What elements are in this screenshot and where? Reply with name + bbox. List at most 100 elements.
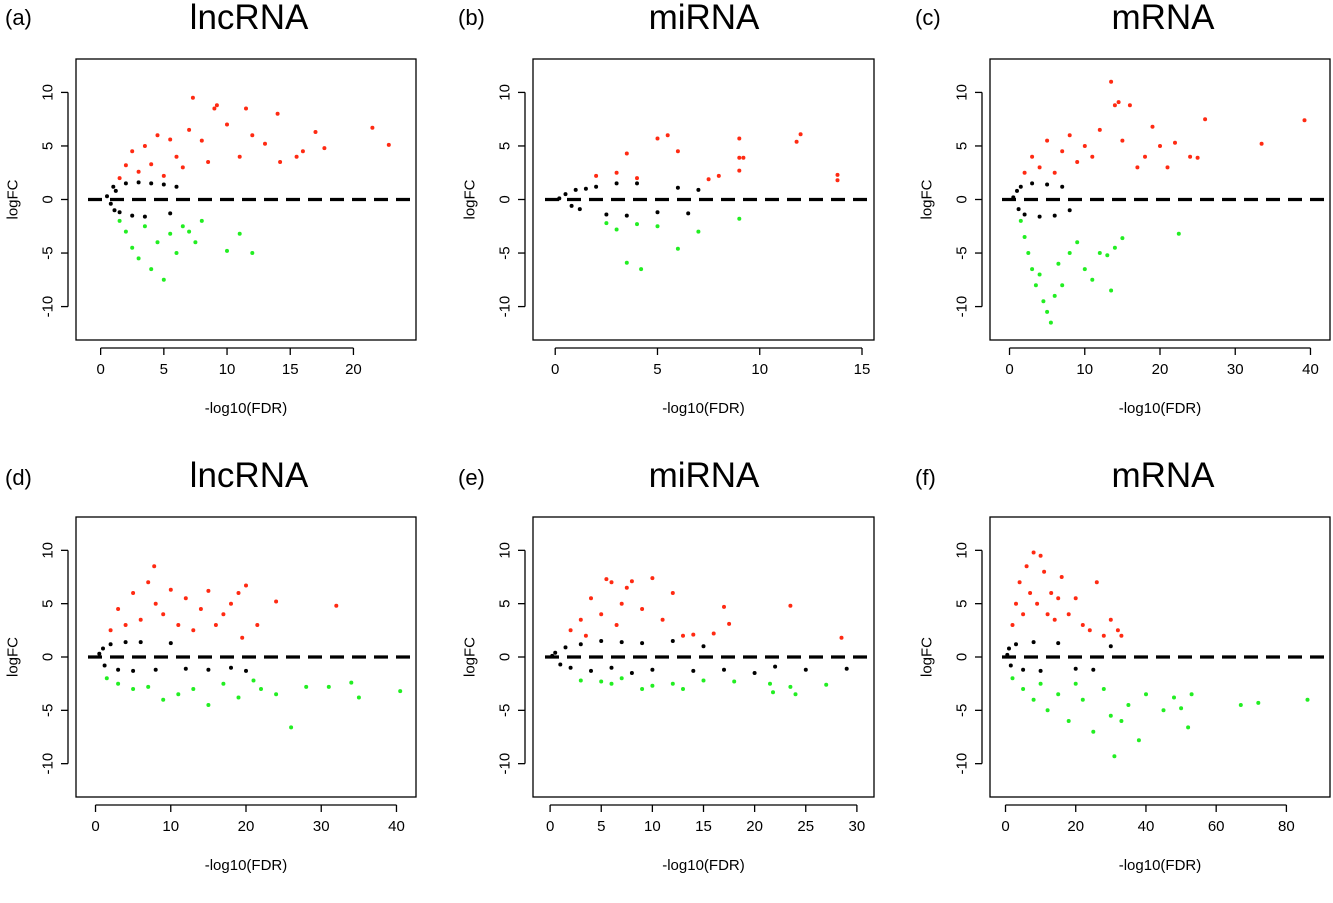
data-point-ns	[1008, 663, 1013, 668]
x-tick-label: 20	[345, 361, 362, 378]
data-point-up	[737, 136, 742, 141]
data-point-down	[1112, 754, 1117, 759]
y-tick-label: -5	[954, 704, 971, 717]
data-point-ns	[112, 208, 117, 213]
data-point-down	[599, 679, 604, 684]
y-axis-label: logFC	[462, 637, 479, 677]
data-point-up	[741, 155, 746, 160]
y-tick-label: 5	[954, 599, 971, 607]
data-point-down	[259, 687, 263, 691]
data-point-up	[1094, 580, 1099, 585]
data-point-down	[1052, 293, 1057, 298]
data-point-ns	[101, 646, 105, 651]
data-point-up	[1127, 103, 1132, 108]
data-point-up	[624, 585, 629, 590]
data-point-ns	[111, 184, 116, 189]
data-point-down	[1010, 676, 1015, 681]
data-point-up	[275, 111, 280, 116]
data-point-down	[274, 692, 279, 697]
y-tick-label: 10	[40, 84, 57, 101]
data-point-ns	[168, 211, 173, 216]
data-point-down	[1105, 253, 1110, 258]
data-point-up	[1115, 628, 1120, 633]
data-point-down	[1056, 692, 1061, 697]
data-point-ns	[117, 210, 122, 215]
data-point-up	[788, 603, 793, 608]
data-point-down	[1097, 251, 1102, 255]
data-point-ns	[675, 185, 680, 190]
data-point-down	[1126, 703, 1131, 707]
data-point-down	[131, 687, 136, 691]
data-point-up	[1028, 591, 1033, 595]
data-point-up	[131, 591, 136, 595]
data-point-up	[835, 172, 840, 177]
data-point-down	[771, 690, 775, 695]
panel-title: miRNA	[649, 0, 760, 37]
data-point-ns	[594, 184, 599, 189]
data-point-ns	[244, 668, 248, 673]
data-point-up	[214, 103, 219, 108]
y-tick-label: 0	[497, 195, 514, 203]
data-point-up	[711, 631, 716, 636]
data-point-ns	[149, 181, 154, 186]
data-point-down	[117, 218, 122, 223]
data-point-ns	[1007, 646, 1011, 651]
data-point-up	[1080, 623, 1085, 627]
data-point-down	[624, 260, 629, 265]
data-point-up	[183, 596, 188, 601]
data-point-down	[187, 229, 192, 234]
data-point-ns	[105, 194, 109, 199]
data-point-down	[640, 687, 645, 691]
data-point-down	[793, 692, 798, 697]
data-point-up	[174, 154, 179, 159]
data-point-down	[356, 695, 361, 700]
y-tick-label: 10	[497, 542, 514, 559]
data-point-up	[1112, 103, 1117, 108]
data-point-up	[1056, 596, 1061, 601]
data-point-up	[1120, 138, 1125, 143]
data-point-up	[614, 170, 619, 175]
data-point-down	[1080, 697, 1085, 702]
data-point-ns	[108, 642, 113, 647]
x-tick-label: 0	[1001, 818, 1009, 835]
data-point-up	[1119, 633, 1124, 638]
data-point-ns	[558, 662, 563, 667]
data-point-ns	[130, 213, 135, 218]
y-tick-label: 5	[40, 142, 57, 150]
data-point-up	[1045, 138, 1050, 143]
y-tick-label: -10	[497, 753, 514, 775]
data-point-up	[255, 623, 260, 627]
data-point-down	[1172, 695, 1176, 700]
data-point-up	[1108, 617, 1113, 622]
data-point-ns	[650, 667, 655, 672]
data-point-up	[1021, 612, 1026, 617]
data-point-down	[1056, 261, 1061, 266]
data-point-down	[1238, 703, 1243, 707]
y-tick-label: 5	[497, 142, 514, 150]
data-point-down	[737, 216, 742, 221]
data-point-ns	[691, 668, 696, 673]
data-point-down	[176, 692, 181, 697]
data-point-ns	[604, 212, 609, 217]
plot-frame	[75, 58, 417, 341]
panel-title: lncRNA	[190, 0, 309, 37]
data-point-up	[1052, 170, 1057, 175]
y-axis-label: logFC	[462, 179, 479, 219]
data-point-up	[274, 599, 279, 604]
data-point-ns	[844, 666, 849, 671]
data-point-down	[604, 221, 609, 226]
data-point-ns	[123, 640, 128, 645]
x-tick-label: 0	[91, 818, 99, 835]
data-point-up	[1059, 575, 1064, 579]
data-point-down	[701, 678, 706, 683]
panel-title: lncRNA	[190, 456, 309, 495]
data-point-up	[722, 604, 726, 609]
data-point-up	[681, 633, 685, 638]
data-point-up	[655, 136, 660, 141]
data-point-up	[146, 580, 151, 585]
panel-letter: (c)	[915, 5, 941, 30]
data-point-ns	[1056, 641, 1061, 646]
panel-letter: (e)	[458, 465, 485, 490]
data-point-ns	[803, 667, 808, 672]
data-point-down	[1189, 692, 1194, 697]
